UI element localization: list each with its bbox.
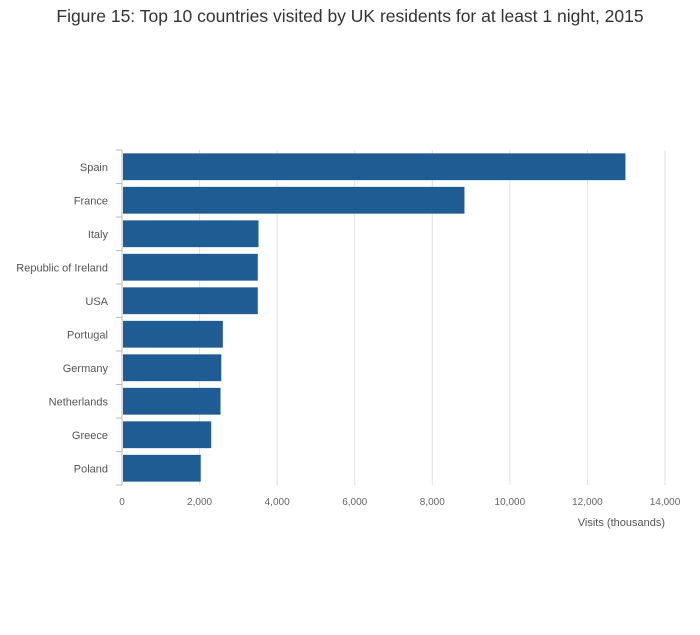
bar bbox=[123, 454, 201, 482]
category-label: Portugal bbox=[67, 329, 108, 341]
category-label: USA bbox=[85, 296, 108, 308]
bar bbox=[123, 186, 465, 214]
chart-title: Figure 15: Top 10 countries visited by U… bbox=[56, 6, 644, 26]
bar bbox=[123, 354, 222, 382]
category-label: France bbox=[74, 195, 108, 207]
axes bbox=[116, 149, 123, 486]
category-label: Germany bbox=[63, 363, 109, 375]
x-tick-labels: 0 2,000 4,000 6,000 8,000 10,000 12,000 14,000 bbox=[119, 497, 681, 508]
category-label: Spain bbox=[80, 162, 108, 174]
category-label: Italy bbox=[88, 229, 109, 241]
x-tick-label: 2,000 bbox=[187, 497, 212, 508]
category-label: Greece bbox=[72, 430, 108, 442]
bar bbox=[123, 220, 259, 248]
category-label: Republic of Ireland bbox=[16, 262, 108, 274]
bar bbox=[123, 387, 221, 415]
x-tick-label: 6,000 bbox=[342, 497, 367, 508]
category-label: Netherlands bbox=[49, 396, 109, 408]
bar bbox=[123, 253, 258, 281]
x-tick-label: 4,000 bbox=[265, 497, 290, 508]
x-axis-title: Visits (thousands) bbox=[578, 517, 665, 529]
category-label: Poland bbox=[74, 463, 108, 475]
category-labels: Spain France Italy Republic of Ireland USA Po… bbox=[16, 162, 108, 476]
bar bbox=[123, 421, 212, 449]
bar bbox=[123, 287, 258, 315]
x-tick-label: 12,000 bbox=[572, 497, 603, 508]
x-tick-label: 0 bbox=[119, 497, 125, 508]
x-tick-label: 8,000 bbox=[420, 497, 445, 508]
x-tick-label: 14,000 bbox=[650, 497, 681, 508]
x-tick-label: 10,000 bbox=[495, 497, 526, 508]
bars bbox=[123, 153, 626, 482]
bar bbox=[123, 153, 626, 181]
bar bbox=[123, 320, 223, 348]
